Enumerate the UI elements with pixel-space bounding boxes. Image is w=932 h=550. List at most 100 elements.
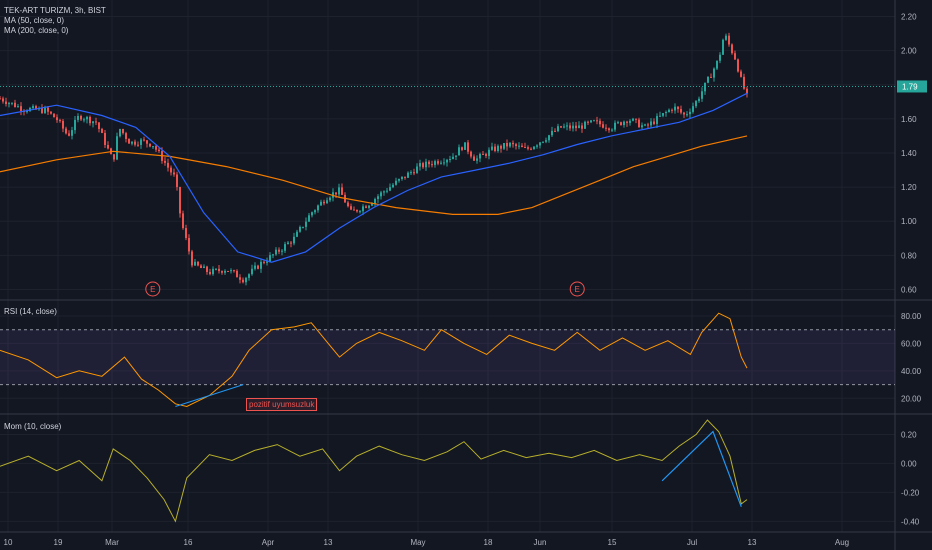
candle-body — [455, 155, 457, 157]
candle-body — [239, 277, 241, 280]
candle-body — [371, 203, 373, 206]
ma200-legend[interactable]: MA (200, close, 0) — [4, 26, 69, 35]
candle-body — [212, 268, 214, 275]
candle-body — [248, 274, 250, 278]
candle-body — [359, 211, 361, 213]
candle-body — [374, 199, 376, 204]
divergence-label: pozitif uyumsuzluk — [246, 398, 318, 411]
momentum-pane[interactable] — [0, 419, 748, 523]
candle-body — [137, 144, 139, 146]
candle-body — [506, 143, 508, 147]
rsi-title[interactable]: RSI (14, close) — [4, 307, 57, 316]
rsi-pane[interactable] — [0, 312, 895, 408]
ma50-line — [0, 92, 748, 263]
candle-body — [119, 129, 121, 137]
candle-body — [497, 145, 499, 152]
time-tick-label: 18 — [484, 538, 493, 547]
candle-body — [608, 128, 610, 131]
candle-body — [392, 184, 394, 188]
candle-body — [326, 200, 328, 204]
value-tick-label: 2.20 — [901, 13, 917, 22]
ma200-line — [0, 135, 748, 215]
candle-body — [218, 268, 220, 272]
candle-body — [182, 213, 184, 229]
candle-body — [296, 231, 298, 237]
ma50-legend[interactable]: MA (50, close, 0) — [4, 16, 65, 25]
candle-body — [284, 244, 286, 251]
candle-body — [320, 201, 322, 206]
candle-body — [149, 143, 151, 147]
candle-body — [44, 107, 46, 113]
candle-body — [596, 120, 598, 122]
candle-body — [335, 192, 337, 195]
candle-body — [698, 98, 700, 102]
candle-body — [155, 146, 157, 150]
candle-body — [530, 148, 532, 150]
candle-body — [665, 111, 667, 114]
candle-body — [668, 109, 670, 112]
candle-body — [278, 249, 280, 252]
candle-body — [638, 119, 640, 128]
candle-body — [80, 116, 82, 120]
candle-body — [302, 226, 304, 228]
candle-body — [134, 141, 136, 145]
candle-body — [674, 106, 676, 111]
candle-body — [617, 122, 619, 124]
candle-body — [605, 127, 607, 129]
candle-body — [275, 249, 277, 255]
candle-body — [233, 270, 235, 272]
candle-body — [77, 116, 79, 120]
candle-body — [425, 161, 427, 168]
time-tick-label: 15 — [608, 538, 617, 547]
candle-body — [314, 210, 316, 213]
symbol-title[interactable]: TEK-ART TURIZM, 3h, BIST — [4, 6, 106, 15]
candle-body — [524, 147, 526, 149]
candle-body — [62, 120, 64, 129]
value-tick-label: 0.60 — [901, 285, 917, 294]
time-axis[interactable]: 10 19 Mar 16 Apr 13 May 18 Jun 15 Jul 13 Aug — [4, 538, 850, 547]
candle-body — [89, 116, 91, 124]
earnings-marker-label: E — [150, 285, 155, 294]
candle-body — [731, 44, 733, 54]
grid — [0, 0, 895, 532]
candle-body — [164, 160, 166, 163]
candle-body — [1, 98, 4, 102]
candle-body — [440, 162, 442, 164]
candle-body — [251, 268, 253, 275]
value-tick-label: 60.00 — [901, 339, 922, 348]
candle-body — [527, 147, 529, 149]
candle-body — [704, 82, 706, 92]
value-tick-label: 2.00 — [901, 47, 917, 56]
candle-body — [671, 109, 673, 111]
price-axis[interactable]: 2.202.001.801.601.401.201.000.800.601.79… — [897, 13, 927, 527]
candle-body — [20, 106, 22, 111]
candle-body — [485, 154, 487, 156]
candle-body — [323, 201, 325, 204]
momentum-title[interactable]: Mom (10, close) — [4, 422, 62, 431]
candle-body — [443, 162, 445, 164]
candle-body — [224, 270, 226, 273]
candle-body — [113, 154, 115, 160]
candle-body — [404, 176, 406, 178]
candle-body — [68, 133, 70, 136]
candle-body — [707, 76, 709, 83]
time-tick-label: Apr — [262, 538, 275, 547]
rsi-legend: RSI (14, close) — [4, 307, 57, 317]
candle-body — [557, 126, 559, 132]
candle-body — [743, 76, 745, 89]
candle-body — [125, 133, 127, 139]
candle-body — [548, 135, 550, 141]
value-tick-label: 40.00 — [901, 367, 922, 376]
candle-body — [221, 271, 223, 273]
candle-body — [368, 205, 370, 208]
candle-body — [644, 124, 646, 126]
candle-body — [257, 265, 259, 269]
candle-body — [194, 261, 196, 266]
candle-body — [413, 172, 415, 174]
time-tick-label: Aug — [835, 538, 849, 547]
candle-body — [143, 139, 145, 141]
candle-body — [689, 111, 691, 115]
